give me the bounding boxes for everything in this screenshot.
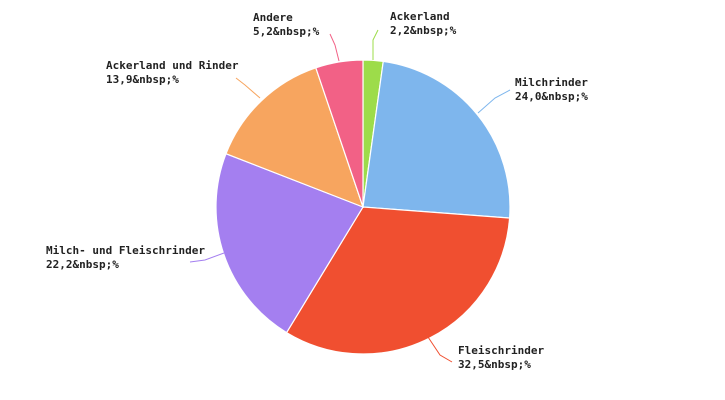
slice-name-label: Milch- und Fleischrinder <box>46 244 205 257</box>
leader-line <box>477 89 511 114</box>
leader-line <box>329 33 340 62</box>
slice-value-label: 13,9&nbsp;% <box>106 73 179 86</box>
pie-slices <box>215 59 511 355</box>
slice-name-label: Milchrinder <box>515 76 588 89</box>
slice-value-label: 22,2&nbsp;% <box>46 258 119 271</box>
slice-name-label: Ackerland <box>390 10 450 23</box>
pie-slice-milch-und-fleischrinder <box>215 152 364 334</box>
slice-value-label: 5,2&nbsp;% <box>253 25 320 38</box>
leader-line <box>427 336 453 363</box>
slice-name-label: Fleischrinder <box>458 344 544 357</box>
leader-line <box>235 77 261 99</box>
pie-slice-andere <box>315 59 364 208</box>
leader-line <box>189 252 225 263</box>
slice-value-label: 32,5&nbsp;% <box>458 358 531 371</box>
slice-value-label: 24,0&nbsp;% <box>515 90 588 103</box>
pie-slice-milchrinder <box>362 60 511 219</box>
pie-slice-fleischrinder <box>285 206 511 355</box>
leader-line <box>372 29 379 60</box>
leader-lines <box>189 29 511 363</box>
slice-name-label: Ackerland und Rinder <box>106 59 239 72</box>
pie-slice-ackerland-und-rinder <box>225 67 364 209</box>
slice-name-label: Andere <box>253 11 293 24</box>
slice-value-label: 2,2&nbsp;% <box>390 24 457 37</box>
